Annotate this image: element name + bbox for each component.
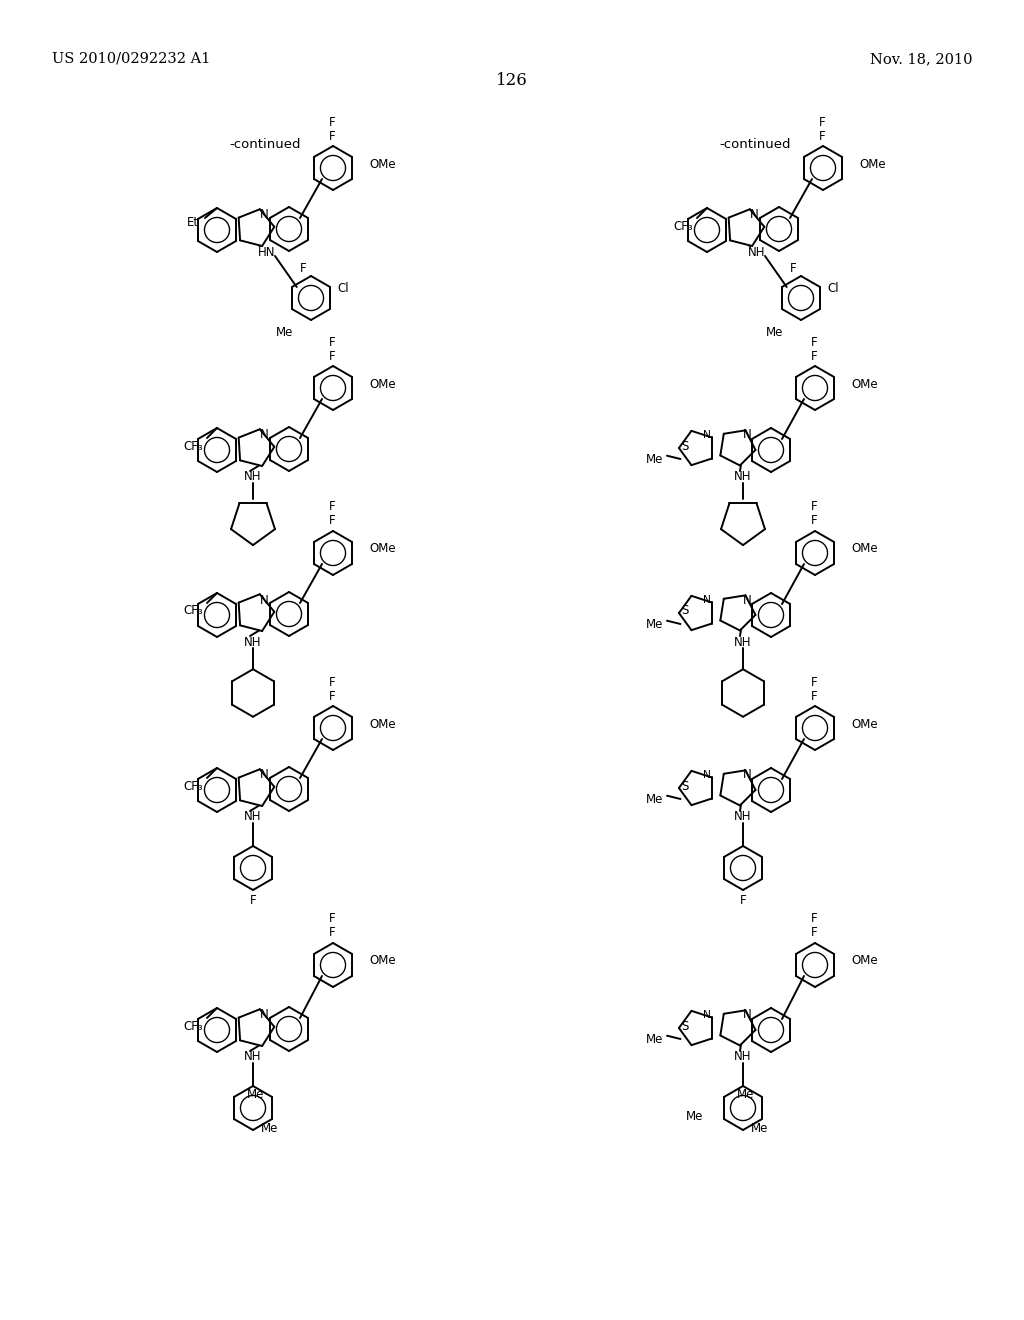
- Text: Me: Me: [645, 453, 663, 466]
- Text: F: F: [250, 894, 256, 907]
- Text: F: F: [329, 116, 335, 128]
- Text: NH: NH: [734, 635, 752, 648]
- Text: CF₃: CF₃: [183, 1019, 203, 1032]
- Text: S: S: [681, 1019, 689, 1032]
- Text: F: F: [300, 261, 306, 275]
- Text: Nov. 18, 2010: Nov. 18, 2010: [869, 51, 972, 66]
- Text: OMe: OMe: [369, 543, 395, 556]
- Text: N: N: [260, 429, 268, 441]
- Text: F: F: [329, 676, 335, 689]
- Text: NH: NH: [245, 470, 262, 483]
- Text: CF₃: CF₃: [183, 605, 203, 618]
- Text: F: F: [811, 335, 817, 348]
- Text: NH: NH: [245, 1051, 262, 1064]
- Text: OMe: OMe: [851, 543, 878, 556]
- Text: N: N: [742, 1008, 752, 1022]
- Text: -continued: -continued: [229, 139, 301, 150]
- Text: F: F: [739, 894, 746, 907]
- Text: NH: NH: [749, 246, 766, 259]
- Text: F: F: [818, 116, 825, 128]
- Text: F: F: [329, 129, 335, 143]
- Text: Me: Me: [645, 1034, 663, 1045]
- Text: N: N: [260, 209, 268, 222]
- Text: F: F: [329, 515, 335, 528]
- Text: OMe: OMe: [369, 718, 395, 730]
- Text: OMe: OMe: [851, 718, 878, 730]
- Text: Me: Me: [276, 326, 294, 338]
- Text: Me: Me: [686, 1110, 703, 1122]
- Text: F: F: [811, 912, 817, 925]
- Text: F: F: [329, 912, 335, 925]
- Text: OMe: OMe: [369, 378, 395, 391]
- Text: S: S: [681, 605, 689, 618]
- Text: Me: Me: [645, 793, 663, 807]
- Text: NH: NH: [734, 470, 752, 483]
- Text: F: F: [811, 515, 817, 528]
- Text: CF₃: CF₃: [183, 780, 203, 792]
- Text: S: S: [681, 780, 689, 792]
- Text: Me: Me: [645, 618, 663, 631]
- Text: N: N: [703, 770, 711, 780]
- Text: F: F: [329, 500, 335, 513]
- Text: Cl: Cl: [827, 281, 839, 294]
- Text: CF₃: CF₃: [183, 440, 203, 453]
- Text: NH: NH: [245, 810, 262, 824]
- Text: S: S: [681, 440, 689, 453]
- Text: Me: Me: [736, 1089, 754, 1101]
- Text: OMe: OMe: [369, 954, 395, 968]
- Text: N: N: [260, 1008, 268, 1022]
- Text: 126: 126: [496, 73, 528, 88]
- Text: CF₃: CF₃: [674, 219, 693, 232]
- Text: F: F: [811, 927, 817, 940]
- Text: F: F: [811, 676, 817, 689]
- Text: F: F: [811, 350, 817, 363]
- Text: OMe: OMe: [851, 378, 878, 391]
- Text: OMe: OMe: [851, 954, 878, 968]
- Text: N: N: [703, 430, 711, 440]
- Text: N: N: [260, 768, 268, 781]
- Text: Me: Me: [261, 1122, 279, 1134]
- Text: N: N: [742, 594, 752, 606]
- Text: OMe: OMe: [369, 157, 395, 170]
- Text: N: N: [750, 209, 759, 222]
- Text: N: N: [703, 595, 711, 605]
- Text: OMe: OMe: [859, 157, 886, 170]
- Text: F: F: [811, 689, 817, 702]
- Text: F: F: [329, 335, 335, 348]
- Text: N: N: [742, 429, 752, 441]
- Text: F: F: [329, 689, 335, 702]
- Text: N: N: [703, 1010, 711, 1020]
- Text: F: F: [811, 500, 817, 513]
- Text: Me: Me: [766, 326, 783, 338]
- Text: HN: HN: [258, 246, 275, 259]
- Text: N: N: [260, 594, 268, 606]
- Text: F: F: [329, 350, 335, 363]
- Text: Et: Et: [186, 215, 199, 228]
- Text: US 2010/0292232 A1: US 2010/0292232 A1: [52, 51, 210, 66]
- Text: NH: NH: [245, 635, 262, 648]
- Text: F: F: [818, 129, 825, 143]
- Text: NH: NH: [734, 1051, 752, 1064]
- Text: Cl: Cl: [337, 281, 348, 294]
- Text: Me: Me: [751, 1122, 768, 1134]
- Text: N: N: [742, 768, 752, 781]
- Text: F: F: [790, 261, 797, 275]
- Text: F: F: [329, 927, 335, 940]
- Text: -continued: -continued: [719, 139, 791, 150]
- Text: Me: Me: [247, 1089, 264, 1101]
- Text: NH: NH: [734, 810, 752, 824]
